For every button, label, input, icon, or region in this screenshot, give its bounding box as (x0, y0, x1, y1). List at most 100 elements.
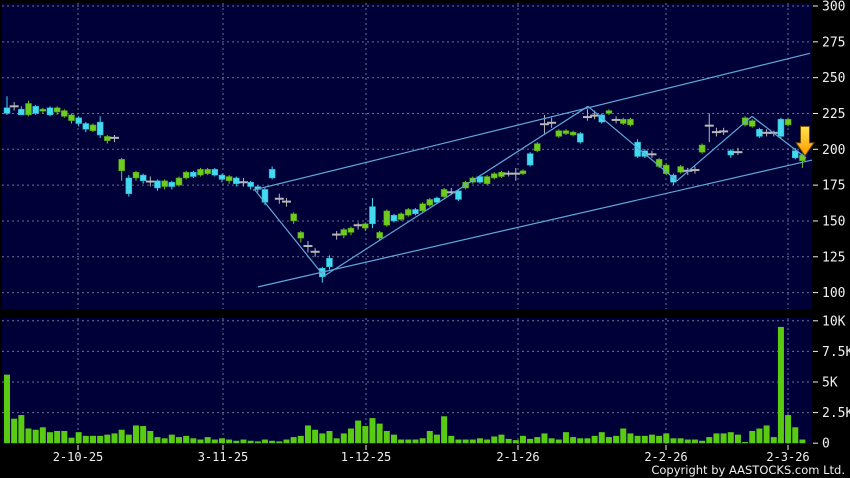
volume-bar (505, 438, 512, 444)
volume-bar (663, 433, 670, 444)
trendline (323, 105, 589, 277)
volume-bar (383, 430, 390, 444)
volume-bar (104, 434, 111, 444)
candle-body (491, 173, 498, 179)
candle-body (104, 136, 111, 141)
candle-body (161, 180, 168, 187)
price-tick-label: 125 (822, 250, 845, 265)
candle-body (340, 229, 348, 236)
candle-body (369, 206, 376, 225)
volume-bar (785, 415, 792, 444)
price-tick-label: 250 (822, 71, 845, 86)
volume-bar (419, 438, 426, 444)
volume-bar (283, 439, 290, 444)
trendlines-layer (252, 52, 813, 288)
candle-body (569, 131, 577, 136)
trendline (254, 189, 325, 277)
candle-body (483, 176, 491, 184)
copyright-text: Copyright by AASTOCKS.com Ltd. (651, 463, 845, 477)
volume-bar (756, 428, 763, 444)
candle-body (634, 141, 641, 157)
date-label: 3-11-25 (198, 450, 249, 464)
volume-bar (25, 428, 32, 444)
volume-bar (111, 433, 118, 444)
volume-bar (605, 437, 612, 444)
candle-body (620, 118, 627, 124)
trendline (252, 52, 811, 191)
date-label: 2-10-25 (53, 450, 104, 464)
volume-tick-label: 2.5K (822, 406, 850, 421)
price-tick-label: 150 (822, 214, 845, 229)
candle-body (498, 171, 505, 177)
volume-bar (276, 441, 283, 444)
volume-bar (512, 440, 519, 444)
volume-bar (61, 430, 68, 444)
volume-bar (218, 438, 225, 444)
volume-bar (18, 415, 25, 444)
volume-bar (641, 435, 648, 444)
candle-body (118, 159, 125, 172)
candle-body (32, 106, 39, 114)
trendline (257, 159, 813, 288)
volume-bar (763, 425, 770, 444)
volume-panel (2, 318, 812, 444)
price-tick-label: 300 (822, 0, 845, 15)
candle-body (397, 213, 405, 220)
candle-body (419, 203, 426, 212)
volume-bar (304, 425, 311, 444)
volume-bar (491, 436, 498, 444)
candle-body (175, 177, 183, 186)
volume-bar (469, 439, 476, 444)
volume-bar (591, 435, 598, 444)
volume-bar (570, 437, 577, 444)
volume-bar (247, 440, 254, 444)
volume-bar (799, 439, 806, 444)
candle-body (426, 199, 434, 206)
candle-body (3, 107, 11, 114)
volume-tick-label: 7.5K (822, 345, 850, 360)
candle-body (297, 232, 305, 239)
candle-body (268, 169, 276, 179)
volume-bar (269, 440, 276, 444)
volume-bar (297, 435, 304, 444)
candle-body (455, 190, 462, 200)
volume-bar (562, 432, 569, 444)
candle-body (577, 133, 584, 143)
volume-bar (347, 428, 354, 444)
volume-bar (154, 437, 161, 444)
volume-bar (132, 425, 139, 444)
volume-bar (433, 434, 440, 444)
volume-bar (476, 438, 483, 444)
volume-bar (39, 427, 46, 444)
volume-bar (484, 439, 491, 444)
candle-body (749, 120, 756, 127)
trendline (751, 115, 807, 159)
volume-bar (376, 423, 383, 444)
volume-tick-label: 5K (822, 376, 838, 391)
volume-bar (233, 440, 240, 444)
candle-body (562, 130, 570, 134)
candle-body (412, 209, 419, 215)
down-arrow-icon (795, 125, 815, 157)
candle-body (182, 171, 190, 179)
candle-body (61, 110, 68, 117)
volume-bar (147, 430, 154, 444)
candle-body (25, 103, 32, 116)
volume-bar (777, 326, 784, 444)
candle-body (670, 174, 677, 183)
volume-bar (749, 430, 756, 444)
volume-bar (713, 433, 720, 444)
candle-body (96, 121, 104, 136)
volume-tick-label: 10K (822, 314, 846, 329)
volume-bar (613, 435, 620, 444)
candle-body (727, 150, 735, 156)
volume-bar (82, 435, 89, 444)
volume-bar (412, 439, 419, 444)
volume-bar (541, 433, 548, 444)
candle-body (405, 209, 412, 216)
candle-body (125, 177, 133, 194)
volume-bar (54, 430, 61, 444)
volume-bar (118, 429, 125, 444)
candle-body (383, 210, 391, 226)
candle-body (698, 144, 706, 153)
